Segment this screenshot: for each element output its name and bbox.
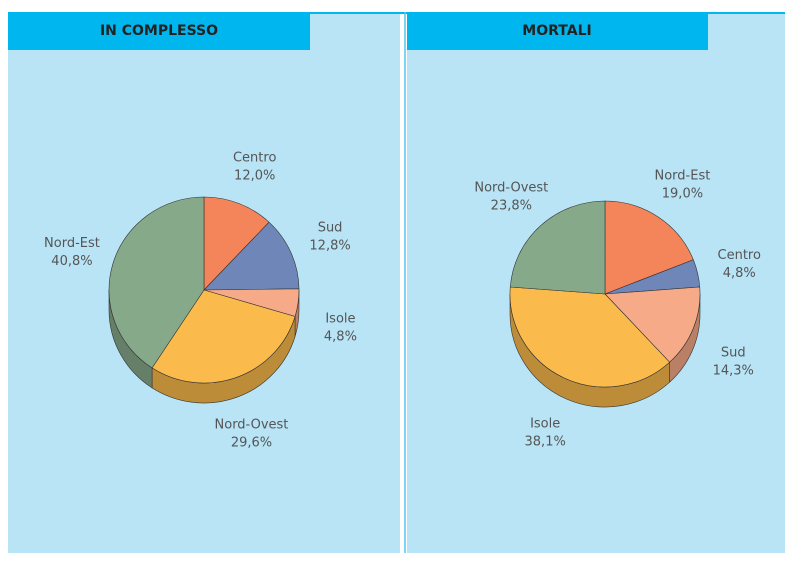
slice-value: 40,8% [51,254,92,269]
pie-slice [604,200,694,295]
slice-name: Nord-Est [655,168,711,183]
pie-slice [509,200,606,295]
slice-value: 38,1% [525,434,566,449]
pie-slice [108,196,205,369]
slice-name: Nord-Ovest [215,417,289,432]
pie-slice [151,289,296,384]
slice-name: Nord-Est [44,236,100,251]
slice-name: Sud [318,220,343,235]
chart-title: MORTALI [522,23,591,39]
slice-value: 4,8% [324,330,357,345]
slice-name: Centro [718,248,761,263]
slice-value: 29,6% [231,435,272,450]
slice-value: 23,8% [491,199,532,214]
slice-value: 12,8% [309,238,350,253]
header-right [407,12,708,50]
slice-name: Centro [233,151,276,166]
pie-slice [509,286,671,388]
slice-name: Nord-Ovest [474,181,548,196]
chart-title: IN COMPLESSO [100,23,218,39]
header-left [8,12,310,50]
slice-name: Isole [530,416,560,431]
pie-slice [203,221,300,291]
pie-slice [604,286,701,363]
slice-value: 12,0% [234,169,275,184]
pie-slice [203,196,270,291]
slice-value: 19,0% [662,186,703,201]
slice-value: 4,8% [723,266,756,281]
slice-value: 14,3% [713,364,754,379]
slice-name: Sud [721,346,746,361]
slice-name: Isole [325,312,355,327]
